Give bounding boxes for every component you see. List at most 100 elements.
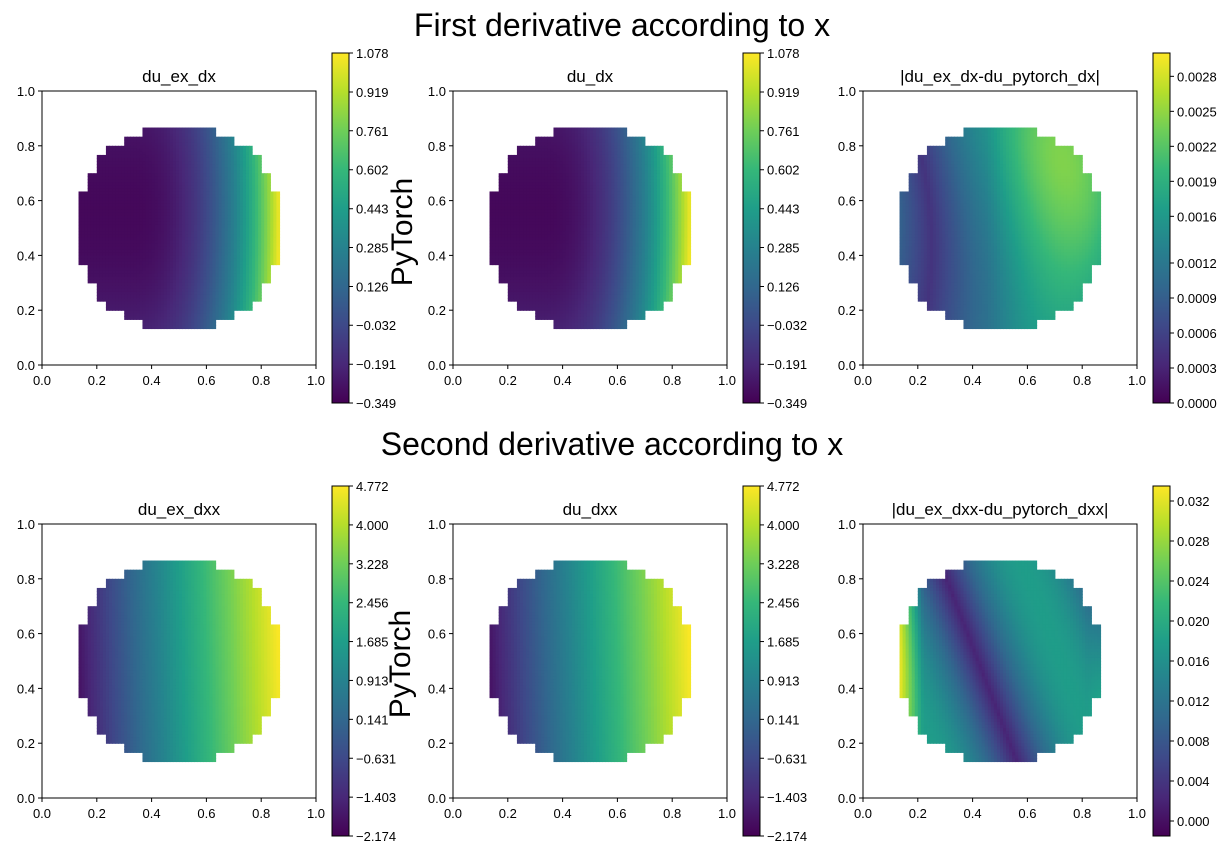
heatmap-cell bbox=[179, 316, 183, 320]
colorbar-tick-label: −0.191 bbox=[356, 357, 396, 372]
heatmap-cell bbox=[172, 273, 177, 278]
heatmap-cell bbox=[118, 298, 122, 302]
heatmap-cell bbox=[121, 157, 125, 162]
heatmap-cell bbox=[96, 252, 101, 256]
heatmap-cell bbox=[142, 237, 147, 241]
heatmap-cell bbox=[172, 139, 177, 144]
heatmap-cell bbox=[130, 161, 134, 165]
heatmap-cell bbox=[99, 298, 104, 302]
x-tick-label: 0.6 bbox=[197, 373, 215, 388]
heatmap-cell bbox=[102, 173, 107, 177]
heatmap-cell bbox=[157, 322, 162, 327]
heatmap-cell bbox=[130, 234, 134, 238]
heatmap-cell bbox=[166, 255, 171, 260]
heatmap-cell bbox=[145, 218, 150, 223]
heatmap-cell bbox=[175, 182, 180, 186]
heatmap-cell bbox=[133, 170, 137, 174]
heatmap-cell bbox=[121, 200, 125, 205]
heatmap-cell bbox=[148, 136, 153, 141]
heatmap-cell bbox=[145, 246, 150, 250]
heatmap-cell bbox=[182, 151, 186, 156]
heatmap-cell bbox=[81, 203, 86, 208]
heatmap-cell bbox=[166, 258, 171, 263]
heatmap-cell bbox=[124, 224, 128, 229]
heatmap-cell bbox=[136, 200, 141, 205]
heatmap-cell bbox=[78, 203, 83, 208]
heatmap-cell bbox=[175, 267, 180, 272]
heatmap-cell bbox=[148, 133, 153, 138]
heatmap-cell bbox=[163, 188, 168, 193]
heatmap-cell bbox=[157, 273, 162, 278]
heatmap-cell bbox=[130, 218, 134, 223]
heatmap-cell bbox=[112, 301, 116, 305]
heatmap-cell bbox=[151, 267, 156, 272]
heatmap-cell bbox=[151, 133, 156, 138]
heatmap-cell bbox=[163, 264, 168, 269]
heatmap-cell bbox=[87, 179, 92, 183]
heatmap-cell bbox=[93, 276, 98, 281]
x-tick-label: 0.0 bbox=[33, 373, 51, 388]
heatmap-cell bbox=[163, 267, 168, 272]
heatmap-cell bbox=[115, 301, 119, 305]
heatmap-cell bbox=[182, 252, 186, 256]
heatmap-cell bbox=[175, 164, 180, 168]
heatmap-cell bbox=[118, 294, 122, 299]
heatmap-cell bbox=[90, 209, 95, 214]
heatmap-cell bbox=[127, 228, 131, 232]
heatmap-cell bbox=[142, 261, 147, 266]
heatmap-cell bbox=[175, 279, 180, 284]
heatmap-cell bbox=[96, 191, 101, 196]
heatmap-cell bbox=[148, 164, 153, 168]
heatmap-cell bbox=[118, 148, 122, 153]
heatmap-cell bbox=[121, 246, 125, 250]
heatmap-cell bbox=[166, 136, 171, 141]
heatmap-cell bbox=[136, 221, 141, 226]
heatmap-cell bbox=[108, 288, 113, 293]
heatmap-cell bbox=[151, 157, 156, 162]
heatmap-cell bbox=[182, 234, 186, 238]
heatmap-cell bbox=[118, 212, 122, 217]
heatmap-cell bbox=[172, 313, 177, 317]
heatmap-cell bbox=[175, 231, 180, 235]
heatmap-cell bbox=[136, 231, 141, 235]
heatmap-cell bbox=[87, 194, 92, 199]
colorbar-tick-label: −0.032 bbox=[356, 318, 396, 333]
heatmap-cell bbox=[105, 243, 110, 247]
heatmap-cell bbox=[105, 228, 110, 232]
heatmap-cell bbox=[151, 206, 156, 211]
heatmap-cell bbox=[154, 249, 159, 253]
heatmap-cell bbox=[133, 139, 137, 144]
heatmap-cell bbox=[182, 154, 186, 159]
heatmap-cell bbox=[157, 224, 162, 229]
heatmap-cell bbox=[157, 130, 162, 135]
heatmap-cell bbox=[133, 255, 137, 260]
heatmap-cell bbox=[163, 206, 168, 211]
heatmap-cell bbox=[90, 258, 95, 263]
heatmap-cell bbox=[182, 167, 186, 171]
heatmap-cell bbox=[157, 154, 162, 159]
heatmap-cell bbox=[163, 224, 168, 229]
heatmap-cell bbox=[112, 304, 116, 308]
heatmap-cell bbox=[133, 252, 137, 256]
heatmap-cell bbox=[163, 221, 168, 226]
heatmap-cell bbox=[160, 304, 165, 308]
heatmap-cell bbox=[96, 167, 101, 171]
heatmap-cell bbox=[118, 218, 122, 223]
heatmap-cell bbox=[102, 246, 107, 250]
heatmap-cell bbox=[130, 142, 134, 147]
heatmap-cell bbox=[175, 294, 180, 299]
y-tick-label: 0.0 bbox=[17, 358, 35, 373]
heatmap-cell bbox=[108, 191, 113, 196]
heatmap-cell bbox=[175, 237, 180, 241]
heatmap-cell bbox=[172, 203, 177, 208]
heatmap-cell bbox=[151, 276, 156, 281]
heatmap-cell bbox=[142, 270, 147, 275]
heatmap-cell bbox=[115, 221, 119, 226]
heatmap-cell bbox=[105, 276, 110, 281]
heatmap-cell bbox=[179, 322, 183, 327]
heatmap-cell bbox=[118, 194, 122, 199]
heatmap-cell bbox=[124, 310, 128, 314]
heatmap-cell bbox=[175, 191, 180, 196]
heatmap-cell bbox=[163, 301, 168, 305]
heatmap-cell bbox=[175, 206, 180, 211]
